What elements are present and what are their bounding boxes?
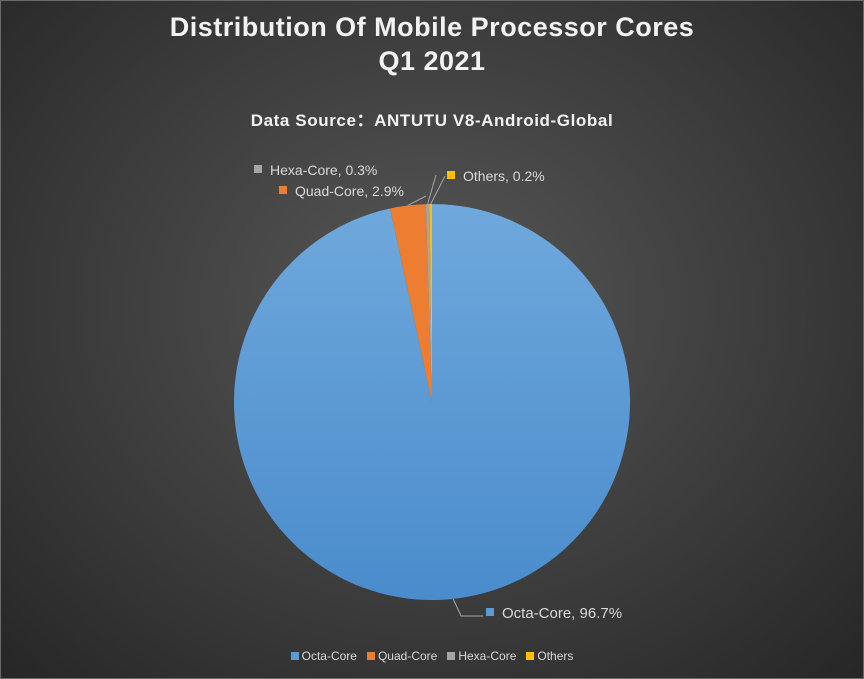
legend-swatch bbox=[366, 652, 375, 660]
legend-label: Octa-Core bbox=[301, 649, 357, 663]
legend-item-quad-core: Quad-Core bbox=[366, 649, 438, 663]
leader-line-hexa-core bbox=[427, 174, 437, 205]
chart-title: Distribution Of Mobile Processor Cores Q… bbox=[0, 10, 864, 78]
legend-swatch bbox=[526, 652, 535, 660]
chart-subtitle: Data Source：ANTUTU V8-Android-Global bbox=[250, 111, 614, 130]
chart-title-line-1: Distribution Of Mobile Processor Cores bbox=[169, 12, 695, 42]
legend-item-others: Others bbox=[526, 649, 573, 663]
legend-label: Quad-Core bbox=[377, 649, 438, 663]
pie-slices bbox=[234, 204, 630, 600]
chart-title-line-2: Q1 2021 bbox=[378, 46, 486, 76]
data-label-swatch-quad-core bbox=[279, 186, 287, 194]
legend-label: Others bbox=[537, 649, 574, 663]
data-label-swatch-hexa-core bbox=[254, 165, 262, 173]
legend-item-hexa-core: Hexa-Core bbox=[447, 649, 516, 663]
legend-swatch bbox=[447, 652, 456, 660]
pie-leader-lines bbox=[407, 174, 483, 617]
pie-slice-others bbox=[429, 204, 432, 402]
legend-item-octa-core: Octa-Core bbox=[290, 649, 357, 663]
data-label-swatch-others bbox=[447, 171, 455, 179]
leader-line-octa-core bbox=[452, 598, 483, 617]
data-label-swatch-octa-core bbox=[486, 608, 494, 616]
data-label-hexa-core: Hexa-Core, 0.3% bbox=[270, 162, 377, 178]
chart-legend: Octa-Core Quad-Core Hexa-Core Others bbox=[0, 649, 864, 663]
legend-label: Hexa-Core bbox=[458, 649, 517, 663]
pie-slice-octa-core bbox=[234, 204, 630, 600]
data-label-octa-core: Octa-Core, 96.7% bbox=[502, 605, 622, 622]
pie-slice-quad-core bbox=[390, 204, 432, 402]
leader-line-quad-core bbox=[407, 195, 427, 206]
pie-slice-hexa-core bbox=[425, 204, 432, 402]
data-label-quad-core: Quad-Core, 2.9% bbox=[295, 183, 404, 199]
legend-swatch bbox=[290, 652, 299, 660]
leader-line-others bbox=[430, 175, 446, 205]
data-label-others: Others, 0.2% bbox=[463, 168, 545, 184]
pie-data-labels: Octa-Core, 96.7% Quad-Core, 2.9% Hexa-Core… bbox=[254, 162, 622, 622]
